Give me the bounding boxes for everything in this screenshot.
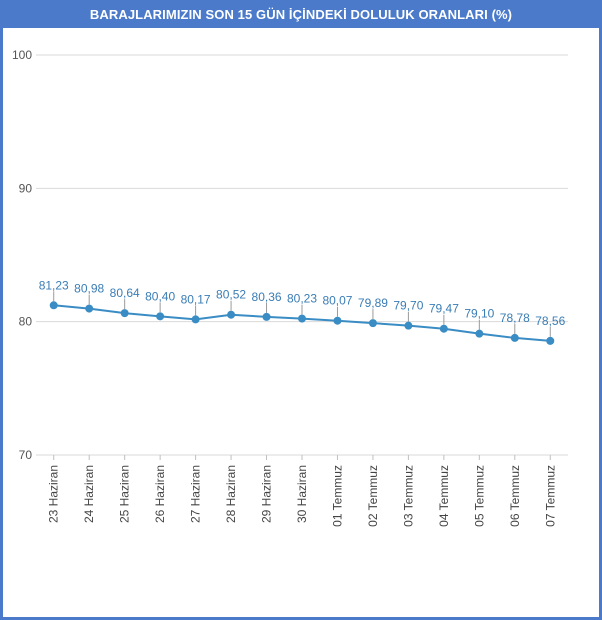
data-label: 80,36 bbox=[252, 290, 282, 304]
data-point bbox=[85, 304, 94, 313]
data-label: 80,23 bbox=[287, 292, 317, 306]
data-point bbox=[298, 314, 306, 323]
y-tick-label: 100 bbox=[12, 48, 32, 62]
x-tick-label: 28 Haziran bbox=[224, 465, 238, 523]
x-tick-label: 24 Haziran bbox=[82, 465, 96, 523]
data-label: 79,70 bbox=[393, 299, 423, 313]
data-point bbox=[156, 312, 165, 321]
data-point bbox=[475, 329, 484, 338]
data-label: 80,07 bbox=[322, 294, 352, 308]
data-point bbox=[49, 301, 58, 310]
data-point bbox=[191, 315, 200, 324]
x-tick-label: 04 Temmuz bbox=[437, 465, 451, 527]
y-tick-label: 90 bbox=[19, 181, 33, 195]
data-label: 80,64 bbox=[110, 286, 140, 300]
data-point bbox=[439, 324, 448, 333]
y-tick-label: 80 bbox=[19, 315, 33, 329]
x-tick-label: 30 Haziran bbox=[295, 465, 309, 523]
data-point bbox=[404, 321, 413, 330]
x-tick-label: 05 Temmuz bbox=[472, 465, 486, 527]
x-tick-label: 27 Haziran bbox=[189, 465, 203, 523]
data-label: 79,47 bbox=[429, 302, 459, 316]
data-label: 78,56 bbox=[535, 314, 565, 328]
data-point bbox=[120, 309, 129, 318]
data-label: 79,89 bbox=[358, 296, 388, 310]
chart-title: BARAJLARIMIZIN SON 15 GÜN İÇİNDEKİ DOLUL… bbox=[0, 0, 602, 28]
y-tick-label: 70 bbox=[19, 448, 33, 462]
data-point bbox=[333, 316, 342, 325]
x-tick-label: 01 Temmuz bbox=[330, 465, 344, 527]
data-label: 81,23 bbox=[39, 278, 69, 292]
data-point bbox=[227, 310, 236, 319]
data-label: 80,17 bbox=[181, 292, 211, 306]
data-point bbox=[262, 312, 271, 321]
data-point bbox=[546, 336, 555, 345]
data-label: 80,52 bbox=[216, 288, 246, 302]
x-tick-label: 23 Haziran bbox=[47, 465, 61, 523]
data-point bbox=[368, 319, 377, 328]
data-label: 79,10 bbox=[464, 307, 494, 321]
x-tick-label: 02 Temmuz bbox=[366, 465, 380, 527]
x-tick-label: 25 Haziran bbox=[118, 465, 132, 523]
x-tick-label: 06 Temmuz bbox=[508, 465, 522, 527]
x-tick-label: 26 Haziran bbox=[153, 465, 167, 523]
data-label: 78,78 bbox=[500, 311, 530, 325]
data-label: 80,98 bbox=[74, 282, 104, 296]
x-tick-label: 29 Haziran bbox=[260, 465, 274, 523]
data-label: 80,40 bbox=[145, 289, 175, 303]
x-tick-label: 03 Temmuz bbox=[401, 465, 415, 527]
data-point bbox=[510, 333, 519, 342]
x-tick-label: 07 Temmuz bbox=[543, 465, 557, 527]
